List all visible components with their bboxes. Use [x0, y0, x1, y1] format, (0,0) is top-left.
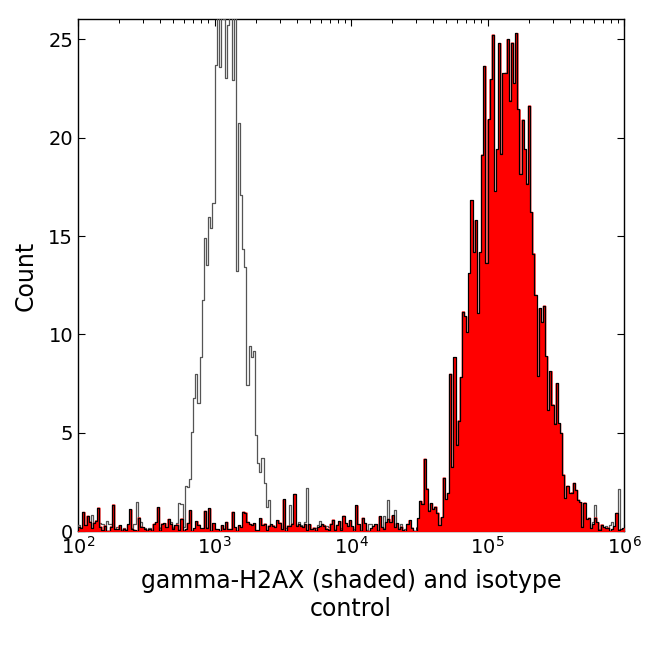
- X-axis label: gamma-H2AX (shaded) and isotype
control: gamma-H2AX (shaded) and isotype control: [141, 569, 561, 621]
- Y-axis label: Count: Count: [13, 240, 37, 310]
